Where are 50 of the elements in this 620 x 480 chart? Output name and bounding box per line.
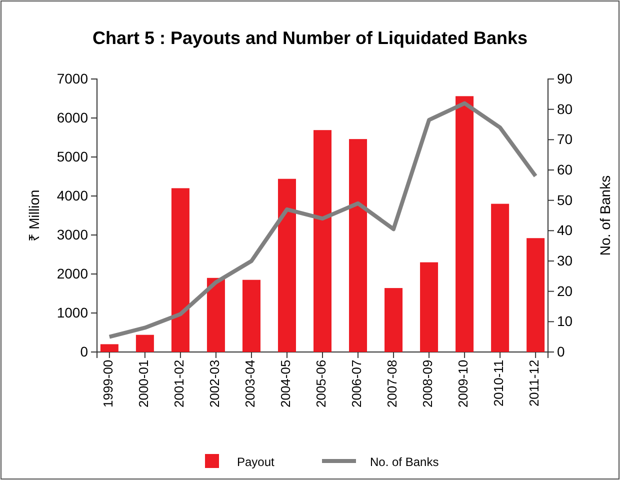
- y-tick-label: 6000: [56, 109, 88, 126]
- y-tick-label: 4000: [56, 187, 88, 204]
- bar: [136, 334, 154, 352]
- y-tick-label: 5000: [56, 148, 88, 164]
- y-tick-label: 7000: [56, 70, 88, 86]
- x-tick-label: 2006-07: [349, 360, 364, 408]
- y-axis-title: ₹ Million: [26, 190, 42, 242]
- x-tick-label: 2000-01: [136, 360, 152, 408]
- x-tick-label: 2009-10: [456, 360, 471, 408]
- y2-tick-label: 0: [557, 343, 565, 360]
- bar: [526, 238, 545, 352]
- bar: [206, 278, 225, 352]
- x-tick-label: 2005-06: [314, 360, 329, 408]
- x-tick-label: 2003-04: [242, 360, 258, 408]
- bar: [278, 178, 296, 352]
- y-tick-label: 0: [80, 343, 88, 360]
- bar: [491, 204, 510, 352]
- x-tick-label: 2004-05: [278, 360, 294, 408]
- x-tick-label: 2002-03: [207, 360, 222, 408]
- y2-tick-label: 30: [557, 252, 573, 268]
- line-series: [107, 101, 538, 339]
- y2-tick-label: 20: [557, 282, 573, 299]
- x-tick-label: 2010-11: [491, 360, 506, 407]
- y2-tick-label: 40: [557, 222, 573, 238]
- bar: [349, 139, 368, 352]
- bar: [100, 344, 118, 352]
- y2-tick-label: 70: [557, 131, 573, 148]
- y2-tick-label: 90: [557, 70, 573, 86]
- bar: [242, 280, 260, 352]
- legend-label: Payout: [237, 455, 276, 469]
- y2-tick-label: 50: [557, 192, 573, 208]
- y-tick-label: 2000: [56, 265, 88, 282]
- x-tick-label: 2008-09: [420, 360, 436, 408]
- legend-label: No. of Banks: [370, 455, 439, 469]
- bar: [384, 288, 403, 352]
- x-tick-label: 2001-02: [172, 360, 187, 408]
- y2-tick-label: 10: [557, 313, 573, 330]
- y2-axis-title: No. of Banks: [597, 175, 613, 256]
- bar: [171, 188, 190, 352]
- y-tick-label: 1000: [56, 304, 88, 320]
- y2-tick-label: 60: [557, 161, 573, 178]
- x-tick-label: 1999-00: [100, 360, 116, 408]
- y-tick-label: 3000: [56, 226, 88, 242]
- bar: [314, 130, 332, 352]
- chart-title: Chart 5 : Payouts and Number of Liquidated Banks: [92, 28, 528, 48]
- bar: [456, 96, 474, 352]
- y2-tick-label: 80: [557, 100, 573, 117]
- bar: [420, 262, 438, 352]
- x-tick-label: 2011-12: [526, 360, 542, 407]
- x-tick-label: 2007-08: [384, 360, 400, 408]
